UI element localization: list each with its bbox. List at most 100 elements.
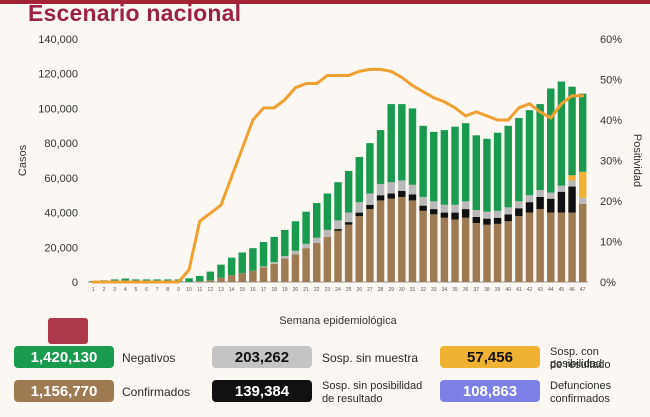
bar-segment [461,201,470,210]
legend-value-confirmados: 1,156,770 [14,380,114,402]
x-tick-label: 23 [325,287,331,293]
bar-segment [376,130,385,184]
bar-segment [121,278,129,282]
x-tick-label: 9 [177,287,180,293]
bar-segment [578,171,587,198]
legend-value-sosp-con-posibilidad: 57,456 [440,346,540,368]
y2-tick-label: 40% [600,115,622,127]
bar-segment [472,222,481,282]
bar-segment [440,217,449,282]
bar-segment [291,250,300,255]
x-tick-label: 6 [145,287,148,293]
bar-segment [313,242,321,282]
bar-segment [270,262,278,264]
bar-segment [440,130,449,205]
bar-segment [504,207,512,215]
x-tick-label: 32 [420,287,426,293]
bar-segment [387,193,395,199]
bar-segment [281,255,289,259]
bar-segment [238,252,246,274]
y2-tick-label: 20% [600,196,622,208]
bar-segment [227,275,236,282]
bar-segment [440,204,449,213]
bar-segment [525,195,534,203]
bar-segment [408,184,417,195]
bar-segment [185,278,193,282]
bar-segment [525,212,534,282]
bar-segment [238,273,246,282]
bar-segment [536,209,544,282]
bar-segment [217,264,225,278]
bar-segment [366,143,374,194]
legend-label-defunciones-2: confirmados [550,393,610,405]
bar-segment [483,211,491,219]
bar-segment [430,131,438,202]
x-tick-label: 41 [516,287,522,293]
x-tick-label: 47 [580,287,586,293]
x-tick-label: 28 [378,287,384,293]
bar-segment [387,198,395,282]
x-tick-label: 46 [569,287,575,293]
x-tick-label: 13 [218,287,224,293]
bar-segment [515,201,523,209]
x-tick-label: 2 [103,287,106,293]
bar-segment [291,221,300,251]
bar-segment [206,280,215,282]
bar-segment [419,205,427,211]
bar-segment [355,202,363,213]
x-tick-label: 16 [250,287,256,293]
bar-segment [568,175,576,181]
x-tick-label: 20 [293,287,299,293]
bar-segment [472,216,481,223]
y-tick-label: 0 [72,277,78,289]
x-tick-label: 38 [484,287,490,293]
y-tick-label: 100,000 [38,103,78,115]
y2-tick-label: 0% [600,277,616,289]
bar-segment [451,219,459,282]
x-tick-label: 25 [346,287,352,293]
bar-segment [270,236,278,263]
bar-segment [281,258,289,282]
legend-label-negativos: Negativos [122,351,176,365]
bar-segment [344,224,353,282]
bar-segment [557,81,566,186]
y-tick-label: 20,000 [44,242,78,254]
x-tick-label: 35 [452,287,458,293]
bar-segment [472,135,481,210]
bar-segment [323,236,332,282]
bar-segment [334,229,342,231]
bar-segment [440,212,449,218]
bar-segment [387,104,395,183]
x-tick-label: 10 [186,287,192,293]
bar-segment [483,218,491,225]
bar-segment [408,194,417,201]
bar-segment [281,229,289,256]
y2-tick-label: 50% [600,75,622,87]
bar-segment [557,191,566,213]
y2-tick-label: 60% [600,34,622,46]
bar-segment [430,209,438,215]
bar-segment [344,222,353,225]
legend-label-sosp-sin-posibilidad-2: de resultado [322,393,383,405]
bar-segment [355,216,363,282]
bar-segment [398,196,406,282]
x-tick-label: 11 [197,287,202,293]
bar-segment [291,254,300,282]
x-tick-label: 4 [124,287,127,293]
bar-segment [547,192,555,199]
bar-segment [493,217,502,224]
bar-segment [504,125,512,208]
legend-label-confirmados: Confirmados [122,385,191,399]
x-tick-label: 3 [113,287,116,293]
bar-segment [493,223,502,282]
bar-segment [259,267,268,282]
positividad-line [91,67,585,284]
y-axis-label: Casos [17,144,29,176]
bar-segment [451,212,459,220]
bar-segment [387,182,395,194]
legend-value-sosp-sin-posibilidad: 139,384 [212,380,312,402]
bar-segment [206,271,215,281]
bar-segment [334,230,342,282]
x-tick-label: 39 [495,287,501,293]
bar-segment [493,132,502,211]
